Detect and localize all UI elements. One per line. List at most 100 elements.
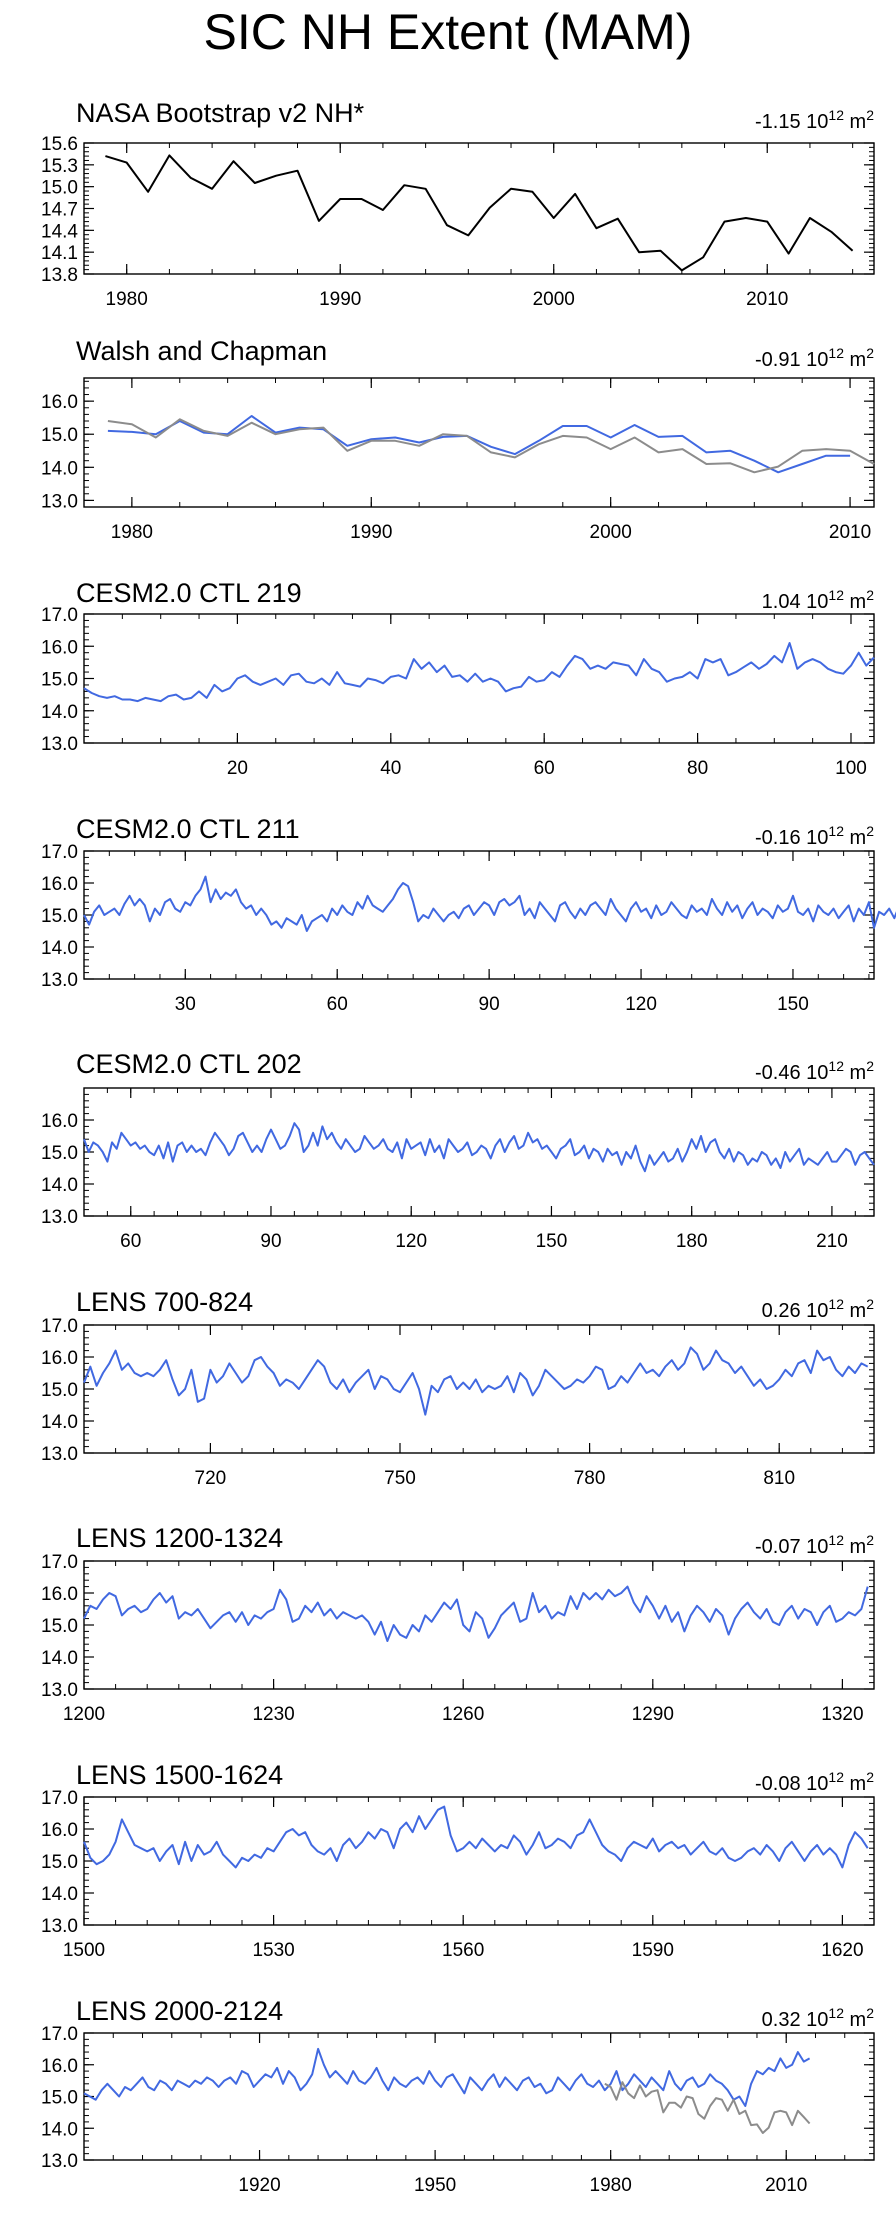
y-tick-label: 14.0 [41, 1648, 78, 1669]
x-tick-label: 1980 [111, 522, 153, 543]
panel-title: CESM2.0 CTL 211 [76, 814, 300, 844]
x-tick-label: 1980 [106, 289, 148, 310]
x-tick-label: 2010 [765, 2175, 807, 2196]
x-tick-label: 60 [120, 1231, 141, 1252]
x-tick-label: 60 [534, 758, 555, 779]
x-tick-label: 60 [327, 994, 348, 1015]
y-tick-label: 14.0 [41, 702, 78, 723]
x-tick-label: 120 [625, 994, 657, 1015]
y-tick-label: 16.0 [41, 1111, 78, 1132]
x-tick-label: 1530 [252, 1940, 294, 1961]
series-line [105, 154, 854, 272]
chart-panel: NASA Bootstrap v2 NH* -1.15 1012 m2 1980 19… [41, 98, 875, 310]
plot-frame [83, 1324, 875, 1454]
y-tick-label: 13.0 [41, 1444, 78, 1465]
y-tick-label: 15.0 [41, 906, 78, 927]
plot-frame [83, 2032, 875, 2161]
x-tick-label: 1320 [821, 1704, 863, 1725]
chart-panel: CESM2.0 CTL 202 -0.46 1012 m2 60 90 120 150 18… [41, 1049, 875, 1252]
x-tick-label: 1990 [319, 289, 361, 310]
x-tick-label: 750 [384, 1468, 416, 1489]
trend-label: -0.46 1012 m2 [755, 1058, 874, 1084]
chart-panel: LENS 700-824 0.26 1012 m2 720 750 780 810 13.0… [41, 1287, 875, 1489]
trend-label: -0.08 1012 m2 [755, 1769, 874, 1795]
plot-frame [83, 377, 875, 508]
y-tick-label: 14.0 [41, 938, 78, 959]
plot-frame [83, 1796, 875, 1926]
trend-label: 1.04 1012 m2 [762, 587, 875, 613]
y-tick-label: 14.4 [41, 221, 78, 242]
y-tick-label: 13.0 [41, 970, 78, 991]
y-tick-label: 14.0 [41, 2119, 78, 2140]
y-tick-label: 13.0 [41, 2151, 78, 2172]
panel-title: LENS 1500-1624 [76, 1760, 283, 1790]
y-tick-label: 17.0 [41, 1788, 78, 1809]
series-line [83, 1805, 869, 1869]
y-tick-label: 15.0 [41, 425, 78, 446]
trend-label: 0.26 1012 m2 [762, 1296, 875, 1322]
x-tick-label: 720 [195, 1468, 227, 1489]
x-tick-label: 780 [574, 1468, 606, 1489]
chart-panel: CESM2.0 CTL 211 -0.16 1012 m2 30 60 90 120 150… [41, 814, 896, 1015]
x-tick-label: 100 [835, 758, 867, 779]
y-tick-label: 16.0 [41, 637, 78, 658]
x-tick-label: 2000 [533, 289, 575, 310]
trend-label: -0.16 1012 m2 [755, 823, 874, 849]
y-tick-label: 15.6 [41, 134, 78, 155]
y-tick-label: 15.0 [41, 1852, 78, 1873]
series-line [83, 2047, 811, 2107]
series-line [604, 2081, 811, 2134]
x-tick-label: 80 [687, 758, 708, 779]
y-tick-label: 16.0 [41, 874, 78, 895]
y-tick-label: 17.0 [41, 2024, 78, 2045]
x-tick-label: 150 [536, 1231, 568, 1252]
chart-panel: CESM2.0 CTL 219 1.04 1012 m2 20 40 60 80 100 13… [41, 578, 875, 779]
y-tick-label: 14.0 [41, 1412, 78, 1433]
series-line [83, 1346, 869, 1416]
series-line [83, 1122, 875, 1173]
plot-frame [83, 142, 875, 275]
plot-frame [83, 1560, 875, 1690]
trend-label: 0.32 1012 m2 [762, 2005, 875, 2031]
x-tick-label: 30 [175, 994, 196, 1015]
y-tick-label: 13.0 [41, 1207, 78, 1228]
x-tick-label: 20 [227, 758, 248, 779]
x-tick-label: 1950 [414, 2175, 456, 2196]
y-tick-label: 14.1 [41, 243, 78, 264]
series-line [83, 1585, 869, 1642]
x-tick-label: 1590 [632, 1940, 674, 1961]
series-line [107, 415, 851, 474]
x-tick-label: 1990 [350, 522, 392, 543]
trend-label: -1.15 1012 m2 [755, 107, 874, 133]
y-tick-label: 15.0 [41, 1616, 78, 1637]
y-tick-label: 17.0 [41, 1316, 78, 1337]
x-tick-label: 90 [260, 1231, 281, 1252]
series-line [83, 875, 896, 932]
y-tick-label: 13.0 [41, 1916, 78, 1937]
y-tick-label: 14.0 [41, 1175, 78, 1196]
x-tick-label: 1260 [442, 1704, 484, 1725]
panel-title: Walsh and Chapman [76, 336, 327, 366]
x-tick-label: 90 [479, 994, 500, 1015]
series-line [83, 642, 875, 703]
x-tick-label: 2010 [829, 522, 871, 543]
x-tick-label: 180 [676, 1231, 708, 1252]
x-tick-label: 40 [380, 758, 401, 779]
panel-title: CESM2.0 CTL 219 [76, 578, 302, 608]
y-tick-label: 15.0 [41, 178, 78, 199]
x-tick-label: 1980 [590, 2175, 632, 2196]
chart-panel: Walsh and Chapman -0.91 1012 m2 1980 1990 20… [41, 336, 875, 543]
y-tick-label: 13.0 [41, 491, 78, 512]
x-tick-label: 120 [395, 1231, 427, 1252]
y-tick-label: 15.0 [41, 670, 78, 691]
x-tick-label: 2000 [590, 522, 632, 543]
x-tick-label: 1620 [821, 1940, 863, 1961]
x-tick-label: 810 [763, 1468, 795, 1489]
panel-title: LENS 2000-2124 [76, 1996, 283, 2026]
y-tick-label: 14.0 [41, 458, 78, 479]
panel-title: NASA Bootstrap v2 NH* [76, 98, 365, 128]
y-tick-label: 16.0 [41, 2056, 78, 2077]
y-tick-label: 16.0 [41, 1820, 78, 1841]
y-tick-label: 15.0 [41, 1380, 78, 1401]
